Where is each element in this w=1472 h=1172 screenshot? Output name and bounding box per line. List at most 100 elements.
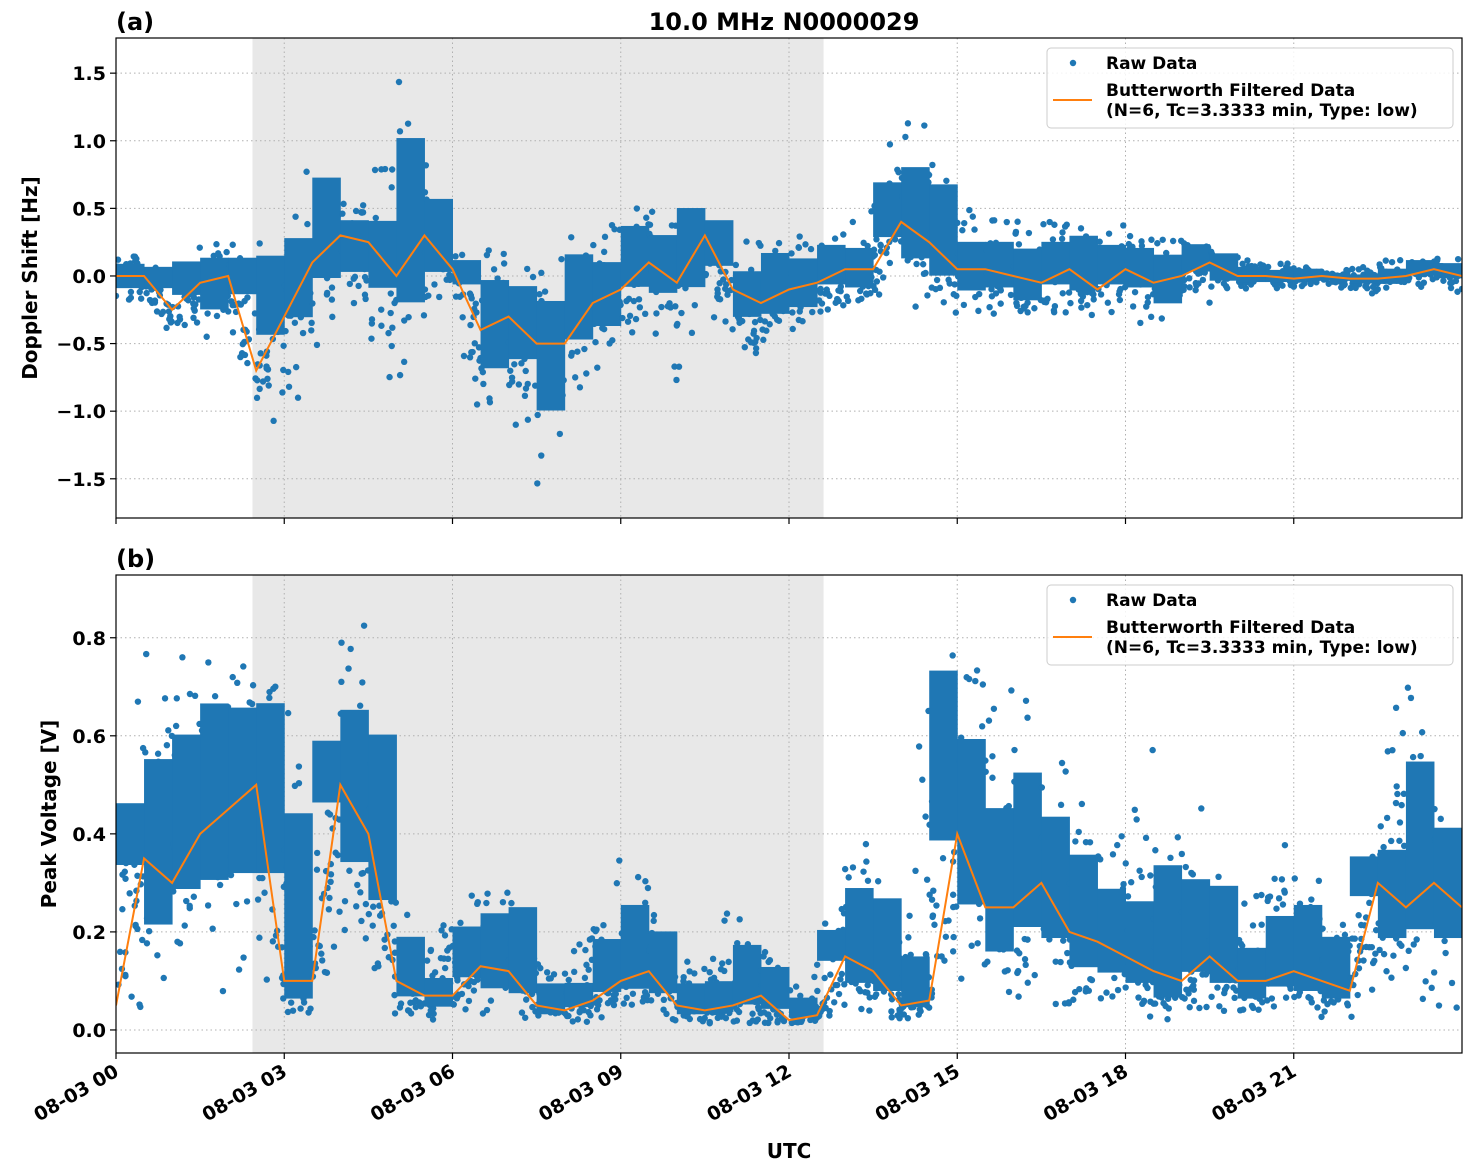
raw-data-point	[1454, 255, 1462, 263]
raw-data-point	[991, 217, 998, 224]
raw-data-point	[814, 987, 821, 995]
raw-data-point	[233, 900, 240, 908]
raw-data-point	[1440, 277, 1447, 284]
raw-data-point	[289, 1007, 297, 1014]
raw-data-point	[227, 871, 235, 879]
legend-box	[1046, 584, 1454, 666]
raw-data-point	[1291, 993, 1298, 1001]
raw-data-point	[992, 290, 1000, 297]
raw-data-point	[1013, 302, 1021, 310]
raw-data-density	[985, 241, 1014, 288]
raw-data-point	[1096, 238, 1103, 245]
raw-data-point	[1431, 805, 1438, 813]
raw-data-point	[346, 280, 354, 288]
raw-data-point	[1075, 828, 1082, 836]
raw-data-point	[928, 896, 936, 903]
raw-data-point	[821, 920, 829, 927]
raw-data-point	[1186, 1004, 1193, 1011]
raw-data-point	[1383, 284, 1390, 291]
raw-data-point	[620, 1000, 627, 1007]
raw-data-point	[369, 903, 377, 910]
raw-data-point	[590, 241, 597, 249]
raw-data-point	[943, 177, 950, 184]
raw-data-point	[840, 302, 847, 309]
raw-data-point	[1062, 768, 1069, 775]
raw-data-point	[1368, 943, 1376, 951]
raw-data-point	[391, 1010, 399, 1017]
raw-data-point	[1001, 968, 1009, 975]
raw-data-point	[1388, 974, 1395, 981]
raw-data-point	[904, 1014, 912, 1022]
raw-data-point	[1355, 965, 1363, 972]
raw-data-point	[181, 321, 188, 329]
raw-data-point	[1247, 281, 1255, 288]
raw-data-point	[244, 359, 251, 367]
raw-data-point	[702, 271, 709, 279]
raw-data-point	[1149, 746, 1156, 754]
raw-data-point	[143, 940, 151, 947]
raw-data-point	[1273, 905, 1280, 912]
raw-data-point	[581, 974, 589, 982]
raw-data-density	[1377, 268, 1407, 284]
raw-data-point	[582, 946, 589, 954]
raw-data-point	[963, 674, 970, 681]
raw-data-point	[826, 292, 833, 300]
raw-data-point	[1244, 257, 1251, 264]
raw-data-point	[1199, 971, 1206, 978]
raw-data-density	[144, 759, 173, 925]
raw-data-point	[725, 958, 732, 966]
legend-label: (N=6, Tc=3.3333 min, Type: low)	[1106, 638, 1418, 658]
raw-data-density	[200, 703, 229, 880]
raw-data-point	[401, 317, 408, 324]
raw-data-point	[1279, 901, 1287, 908]
raw-data-point	[128, 993, 135, 1000]
raw-data-point	[989, 753, 996, 760]
raw-data-point	[1308, 999, 1315, 1006]
raw-data-point	[954, 219, 961, 227]
raw-data-point	[338, 639, 345, 646]
raw-data-point	[125, 296, 133, 303]
raw-data-point	[1014, 967, 1022, 975]
raw-data-point	[270, 417, 277, 425]
raw-data-point	[583, 1018, 591, 1025]
raw-data-point	[857, 987, 864, 995]
raw-data-point	[672, 303, 679, 310]
raw-data-point	[400, 358, 408, 366]
legend-label: (N=6, Tc=3.3333 min, Type: low)	[1106, 101, 1418, 121]
raw-data-point	[163, 324, 170, 332]
raw-data-point	[466, 290, 474, 297]
filtered-data-line	[116, 220, 1462, 374]
raw-data-point	[538, 452, 545, 459]
raw-data-point	[1206, 299, 1213, 306]
raw-data-point	[896, 1014, 903, 1022]
x-tick-label: 08-03 21	[1208, 1060, 1300, 1126]
y-axis-label: Peak Voltage [V]	[37, 720, 61, 909]
raw-data-point	[732, 261, 740, 269]
raw-data-point	[465, 997, 473, 1005]
raw-data-point	[1404, 684, 1412, 691]
raw-data-point	[145, 927, 153, 935]
raw-data-point	[259, 378, 267, 385]
raw-data-point	[1088, 976, 1096, 984]
raw-data-point	[1125, 240, 1133, 248]
raw-data-point	[308, 327, 315, 334]
panel-b: 08-03 00 08-03 03 08-03 06 08-03 09 08-03 12…	[30, 574, 1463, 1126]
raw-data-point	[766, 321, 773, 328]
raw-data-point	[1372, 926, 1380, 934]
raw-data-point	[338, 678, 345, 686]
raw-data-point	[691, 301, 698, 309]
raw-data-point	[372, 214, 379, 222]
raw-data-point	[1275, 895, 1283, 902]
raw-data-point	[1008, 687, 1015, 694]
legend-label: Raw Data	[1106, 54, 1197, 74]
raw-data-point	[205, 659, 212, 666]
raw-data-point	[1441, 937, 1448, 945]
raw-data-point	[388, 166, 396, 173]
raw-data-point	[1383, 968, 1390, 975]
raw-data-density	[1097, 888, 1126, 973]
raw-data-density	[929, 184, 958, 276]
raw-data-point	[759, 326, 766, 333]
raw-data-point	[441, 932, 449, 939]
raw-data-point	[668, 222, 676, 229]
raw-data-point	[1271, 875, 1278, 882]
